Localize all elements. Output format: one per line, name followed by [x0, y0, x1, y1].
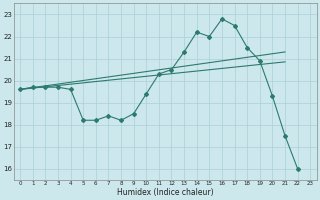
X-axis label: Humidex (Indice chaleur): Humidex (Indice chaleur) — [117, 188, 213, 197]
